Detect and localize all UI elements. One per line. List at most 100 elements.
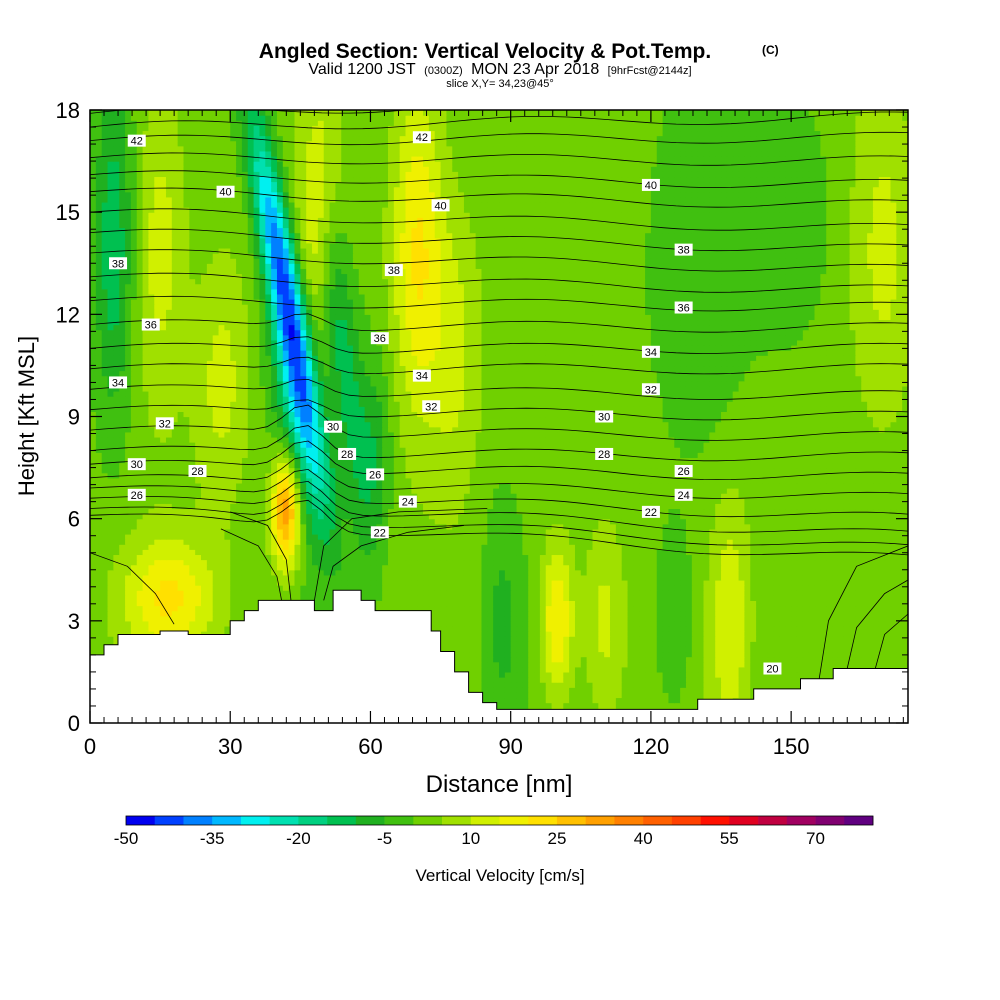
velocity-cell xyxy=(434,585,442,591)
velocity-cell xyxy=(703,590,710,596)
velocity-cell xyxy=(171,544,179,550)
velocity-cell xyxy=(896,564,903,571)
velocity-cell xyxy=(598,590,605,596)
velocity-cell xyxy=(645,600,652,607)
velocity-cell xyxy=(475,677,483,683)
velocity-cell xyxy=(703,600,710,607)
velocity-cell xyxy=(113,554,120,561)
velocity-cell xyxy=(452,610,459,617)
velocity-cell xyxy=(761,641,769,647)
velocity-cell xyxy=(604,595,611,601)
velocity-cell xyxy=(668,692,675,699)
velocity-cell xyxy=(586,569,594,576)
velocity-cell xyxy=(393,559,401,566)
velocity-cell xyxy=(171,579,179,586)
velocity-cell xyxy=(440,636,448,642)
velocity-cell xyxy=(726,636,734,642)
velocity-cell xyxy=(586,544,594,550)
velocity-cell xyxy=(610,631,617,637)
velocity-cell xyxy=(744,605,751,612)
velocity-cell xyxy=(528,677,535,683)
velocity-cell xyxy=(160,569,167,576)
velocity-cell xyxy=(773,671,781,678)
velocity-cell xyxy=(95,651,103,658)
velocity-cell xyxy=(808,671,816,678)
velocity-cell xyxy=(434,610,442,617)
velocity-cell xyxy=(90,651,97,658)
velocity-cell xyxy=(627,579,634,586)
velocity-cell xyxy=(195,595,202,601)
velocity-cell xyxy=(878,636,886,642)
velocity-cell xyxy=(837,651,845,658)
velocity-cell xyxy=(785,656,792,663)
velocity-cell xyxy=(756,574,763,581)
velocity-cell xyxy=(802,625,810,632)
velocity-cell xyxy=(458,641,465,647)
velocity-cell xyxy=(592,554,599,561)
velocity-cell xyxy=(598,544,605,550)
velocity-cell xyxy=(499,677,506,683)
velocity-cell xyxy=(569,615,576,622)
velocity-cell xyxy=(247,554,255,561)
velocity-cell xyxy=(627,585,634,591)
velocity-cell xyxy=(674,651,681,658)
velocity-cell xyxy=(148,620,155,627)
velocity-cell xyxy=(709,656,716,663)
velocity-cell xyxy=(721,595,728,601)
velocity-cell xyxy=(604,559,611,566)
velocity-cell xyxy=(499,605,506,612)
velocity-cell xyxy=(557,605,564,612)
velocity-cell xyxy=(475,595,483,601)
velocity-cell xyxy=(469,554,477,561)
velocity-cell xyxy=(744,641,751,647)
velocity-cell xyxy=(335,554,342,561)
velocity-cell xyxy=(796,554,804,561)
velocity-cell xyxy=(510,671,518,678)
velocity-cell xyxy=(312,539,319,545)
velocity-cell xyxy=(189,539,196,545)
velocity-cell xyxy=(621,671,629,678)
velocity-cell xyxy=(650,661,658,668)
velocity-cell xyxy=(516,697,523,704)
velocity-cell xyxy=(820,625,827,632)
velocity-cell xyxy=(539,620,547,627)
velocity-cell xyxy=(504,671,512,678)
velocity-cell xyxy=(796,666,804,673)
velocity-cell xyxy=(674,600,681,607)
velocity-cell xyxy=(808,564,816,571)
velocity-cell xyxy=(691,656,699,663)
velocity-cell xyxy=(843,605,851,612)
velocity-cell xyxy=(475,687,483,693)
velocity-cell xyxy=(709,585,716,591)
velocity-cell xyxy=(668,590,675,596)
velocity-cell xyxy=(756,625,763,632)
velocity-cell xyxy=(650,554,658,561)
velocity-cell xyxy=(878,544,886,550)
velocity-cell xyxy=(510,682,518,688)
velocity-cell xyxy=(341,544,348,550)
velocity-cell xyxy=(534,564,541,571)
velocity-cell xyxy=(522,595,529,601)
velocity-cell xyxy=(767,646,775,653)
velocity-cell xyxy=(387,595,395,601)
velocity-cell xyxy=(189,585,196,591)
velocity-cell xyxy=(884,625,892,632)
velocity-cell xyxy=(750,651,757,658)
velocity-cell xyxy=(574,579,582,586)
velocity-cell xyxy=(820,544,827,550)
velocity-cell xyxy=(165,620,173,627)
velocity-cell xyxy=(884,585,892,591)
velocity-cell xyxy=(633,600,640,607)
velocity-cell xyxy=(849,544,857,550)
velocity-cell xyxy=(668,559,675,566)
velocity-cell xyxy=(627,702,634,709)
velocity-cell xyxy=(154,615,161,622)
velocity-cell xyxy=(645,625,652,632)
velocity-cell xyxy=(434,569,442,576)
velocity-cell xyxy=(160,585,167,591)
velocity-cell xyxy=(364,585,372,591)
velocity-cell xyxy=(522,646,529,653)
velocity-cell xyxy=(721,559,728,566)
velocity-cell xyxy=(557,636,564,642)
velocity-cell xyxy=(259,549,266,556)
